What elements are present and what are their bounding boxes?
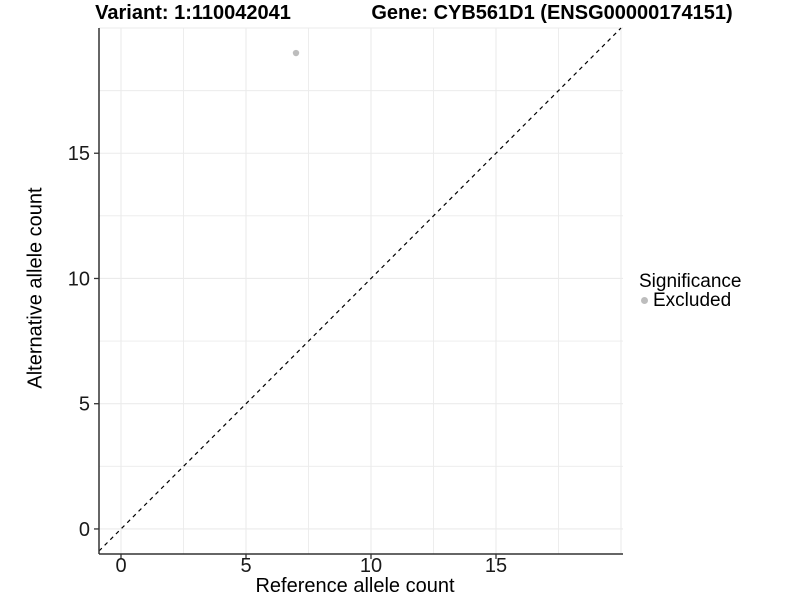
x-axis-title: Reference allele count	[255, 575, 455, 597]
variant-title: Variant: 1:110042041	[95, 2, 291, 24]
y-tick-label: 0	[79, 519, 90, 541]
y-tick-label: 15	[68, 143, 90, 165]
y-axis-title: Alternative allele count	[24, 187, 47, 389]
identity-line	[98, 27, 622, 552]
x-tick-label: 5	[240, 555, 251, 577]
y-tick-label: 5	[79, 394, 90, 416]
x-tick-label: 15	[485, 555, 507, 577]
legend-item-label: Excluded	[653, 290, 732, 311]
gene-title: Gene: CYB561D1 (ENSG00000174151)	[371, 2, 733, 24]
data-point	[292, 49, 300, 57]
y-tick-label: 10	[68, 268, 90, 290]
x-tick-label: 0	[115, 555, 126, 577]
legend-title: Significance	[639, 271, 742, 292]
legend: Significance Excluded	[639, 272, 741, 310]
x-tick-label: 10	[360, 555, 382, 577]
legend-item-excluded: Excluded	[639, 291, 741, 310]
excluded-point-icon	[641, 297, 648, 304]
